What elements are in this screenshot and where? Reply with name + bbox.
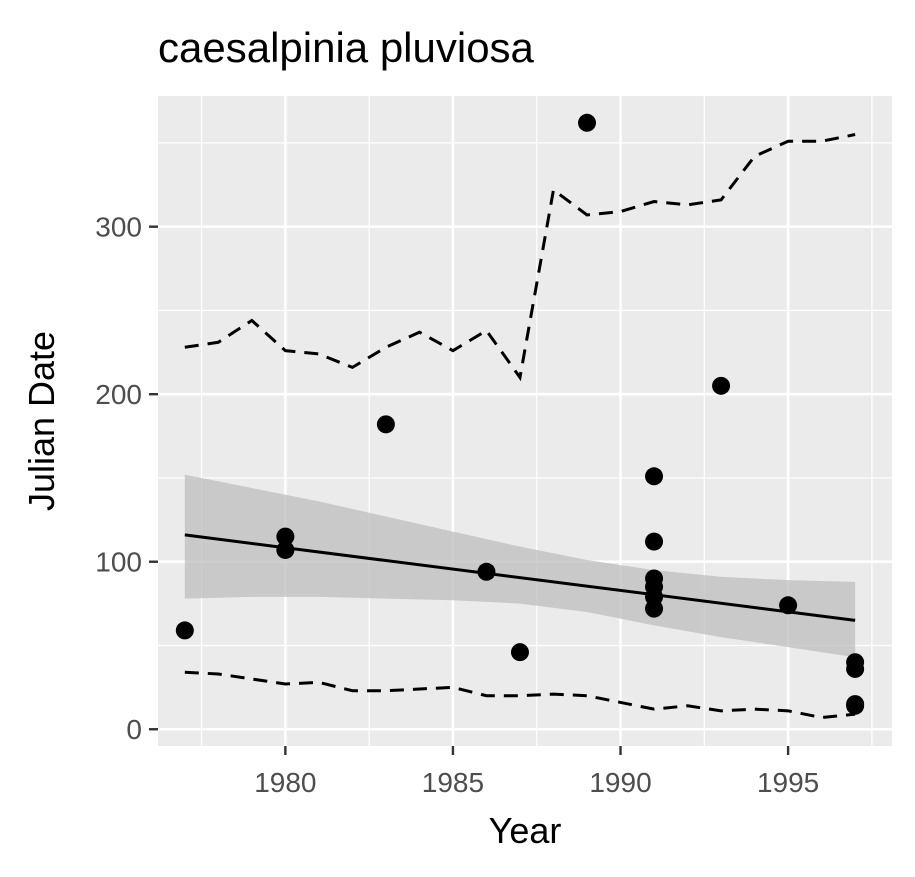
confidence-band bbox=[184, 474, 856, 658]
data-point bbox=[846, 696, 865, 715]
data-point bbox=[376, 415, 395, 434]
data-point bbox=[578, 113, 597, 132]
y-tick-label: 0 bbox=[126, 714, 142, 745]
x-tick-label: 1995 bbox=[757, 767, 819, 798]
upper-quantile-line bbox=[184, 133, 856, 382]
x-axis: 1980 1985 1990 1995 bbox=[254, 746, 819, 798]
confidence-band-layer bbox=[184, 474, 856, 658]
data-point bbox=[276, 527, 295, 546]
x-axis-title: Year bbox=[489, 810, 562, 851]
x-tick-label: 1980 bbox=[254, 767, 316, 798]
chart-title: caesalpinia pluviosa bbox=[158, 24, 535, 71]
data-point bbox=[510, 643, 529, 662]
data-point bbox=[276, 540, 295, 559]
points-layer bbox=[175, 113, 865, 715]
y-axis-title: Julian Date bbox=[21, 331, 62, 511]
lower-quantile-line bbox=[184, 670, 856, 720]
data-point bbox=[645, 532, 664, 551]
data-point bbox=[175, 621, 194, 640]
y-tick-label: 100 bbox=[95, 547, 142, 578]
data-point bbox=[645, 467, 664, 486]
y-axis: 0 100 200 300 bbox=[95, 212, 158, 745]
data-point bbox=[779, 596, 798, 615]
y-tick-label: 200 bbox=[95, 379, 142, 410]
data-point bbox=[645, 599, 664, 618]
x-tick-label: 1990 bbox=[589, 767, 651, 798]
trend-line bbox=[184, 533, 856, 622]
x-tick-label: 1985 bbox=[422, 767, 484, 798]
trend-line-layer bbox=[184, 533, 856, 622]
data-point bbox=[846, 659, 865, 678]
y-tick-label: 300 bbox=[95, 212, 142, 243]
quantile-lines-layer bbox=[184, 133, 856, 720]
data-point bbox=[712, 376, 731, 395]
data-point bbox=[477, 562, 496, 581]
